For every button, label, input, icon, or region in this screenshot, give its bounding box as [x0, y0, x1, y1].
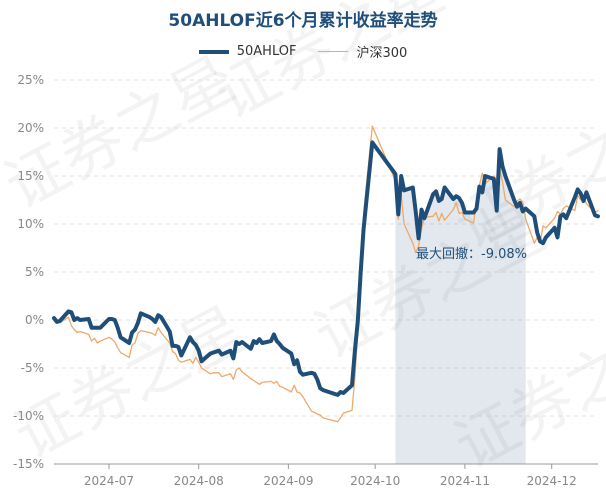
series-layer — [52, 125, 600, 423]
series-line-50ahlof — [52, 140, 600, 397]
y-tick-label: 0% — [25, 313, 44, 327]
y-tick-label: 15% — [17, 169, 44, 183]
y-tick-label: 5% — [25, 265, 44, 279]
x-tick-label: 2024-10 — [350, 474, 400, 488]
chart-title: 50AHLOF近6个月累计收益率走势 — [168, 11, 438, 31]
legend-item-50ahlof[interactable]: 50AHLOF — [198, 44, 297, 59]
legend-swatch-hs300 — [318, 50, 349, 53]
y-tick-label: 10% — [17, 217, 44, 231]
y-tick-label: -5% — [21, 361, 44, 375]
drawdown-annotation: 最大回撤：-9.08% — [416, 246, 527, 262]
y-tick-label: 20% — [17, 121, 44, 135]
x-tick-label: 2024-12 — [527, 474, 577, 488]
y-tick-label: -10% — [13, 409, 44, 423]
legend-label-hs300: 沪深300 — [356, 46, 408, 61]
legend: 50AHLOF 沪深300 — [0, 42, 606, 61]
x-tick-label: 2024-09 — [263, 474, 313, 488]
y-tick-label: 25% — [17, 73, 44, 87]
x-tick-label: 2024-11 — [440, 474, 490, 488]
legend-label-50ahlof: 50AHLOF — [236, 44, 297, 59]
legend-item-hs300[interactable]: 沪深300 — [318, 42, 407, 61]
x-tick-label: 2024-08 — [174, 474, 224, 488]
x-tick-label: 2024-07 — [84, 474, 134, 488]
axes: 25% 20% 15% 10% 5% 0% -5% -10% -15% 2024-07 2024-0… — [13, 73, 598, 488]
series-line-hs300 — [53, 125, 599, 423]
y-tick-label: -15% — [13, 457, 44, 471]
drawdown-region — [395, 149, 526, 464]
drawdown-area — [395, 149, 526, 464]
legend-swatch-50ahlof — [198, 49, 229, 54]
